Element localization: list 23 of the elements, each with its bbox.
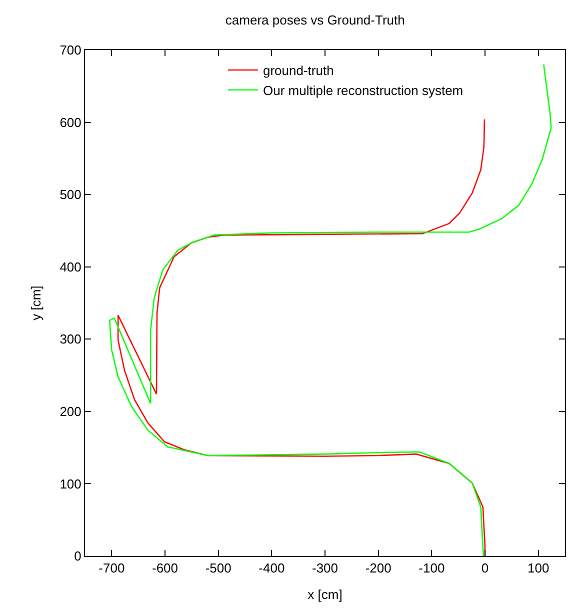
x-tick-label: -500 [205, 560, 232, 576]
x-tick-label: -600 [152, 560, 178, 576]
x-tick-label: -200 [365, 560, 392, 576]
y-tick-label: 400 [60, 259, 82, 274]
x-tick-label: -700 [98, 560, 125, 576]
y-tick-label: 600 [60, 114, 82, 130]
y-tick-label: 100 [60, 476, 82, 492]
y-tick-label: 0 [74, 548, 82, 564]
line-series [108, 64, 552, 556]
x-tick-label: -300 [312, 560, 338, 576]
chart-title: camera poses vs Ground-Truth [225, 12, 405, 28]
x-tick-label: -100 [418, 560, 445, 576]
y-tick-label: 700 [60, 42, 82, 58]
x-tick-label: 0 [481, 560, 489, 576]
x-tick-label: 100 [527, 560, 550, 576]
y-axis-title: y [cm] [28, 286, 44, 320]
y-tick-label: 500 [60, 187, 82, 202]
y-tick-label: 300 [60, 332, 82, 347]
x-tick-label: -400 [258, 560, 285, 576]
legend-label: Our multiple reconstruction system [263, 82, 464, 98]
x-axis-title: x [cm] [308, 587, 342, 602]
y-tick-label: 200 [60, 404, 82, 419]
legend-label: ground-truth [263, 63, 334, 78]
